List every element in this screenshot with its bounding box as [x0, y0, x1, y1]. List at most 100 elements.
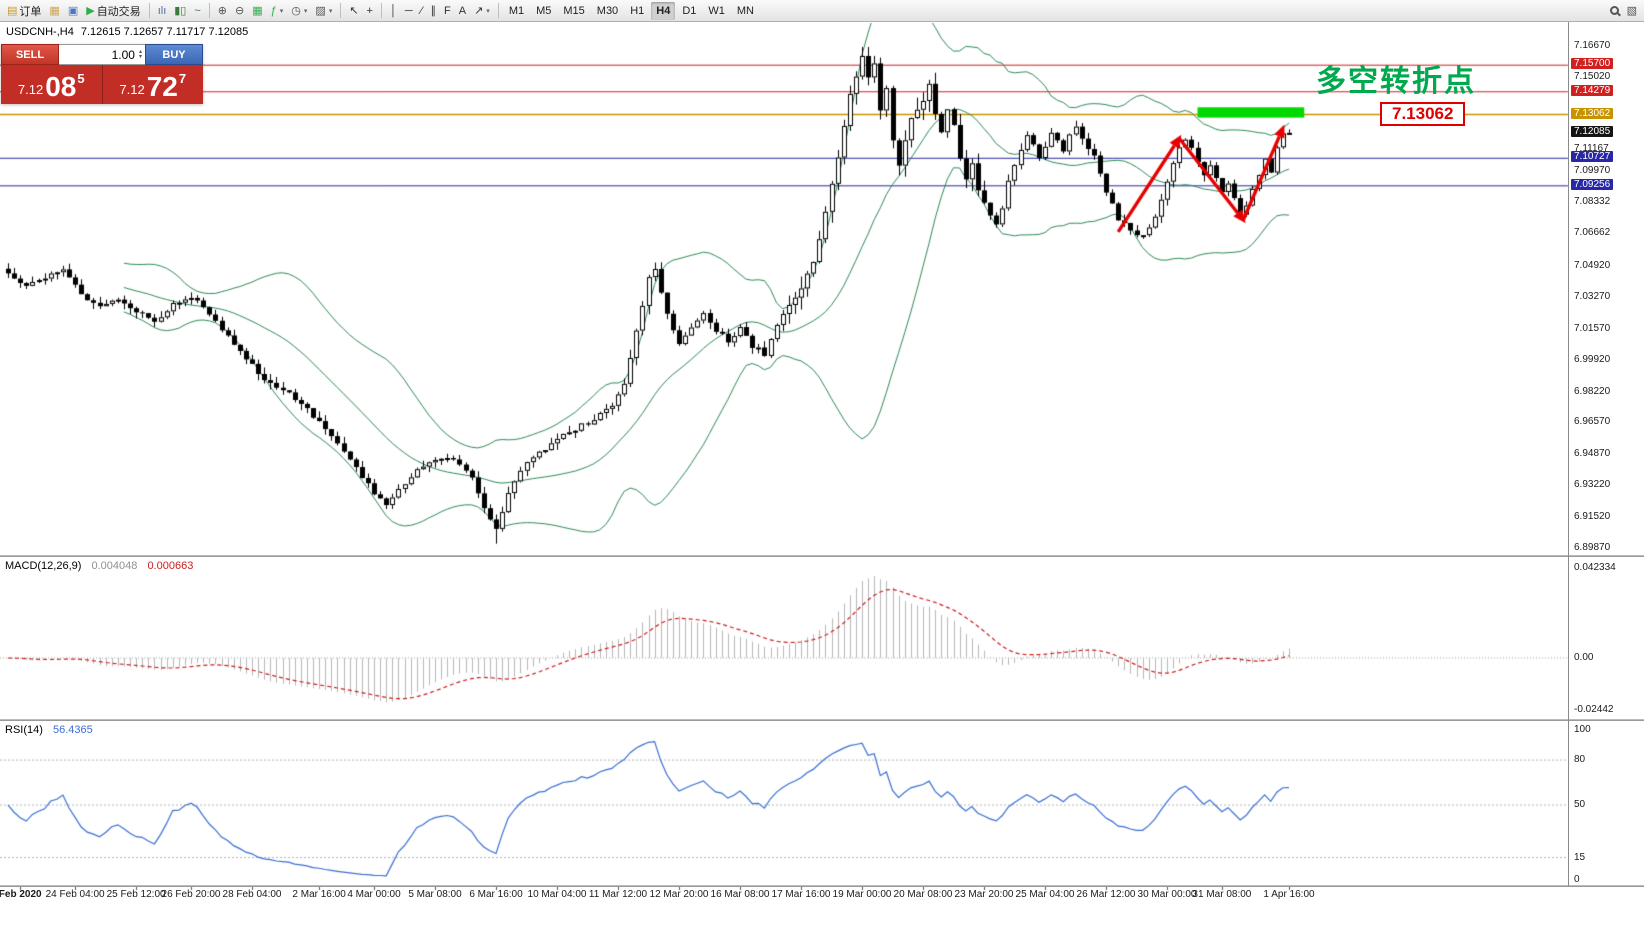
price-line-badge: 7.12085 — [1571, 125, 1614, 137]
time-scale-label: 24 Feb 04:00 — [45, 889, 105, 900]
channel-icon[interactable]: ∥ — [428, 2, 440, 20]
buy-price-display[interactable]: 7.12 72 7 — [101, 65, 203, 104]
autotrading-button[interactable]: ▶ 自动交易 — [83, 2, 143, 20]
cursor-icon-glyph: ↖ — [349, 4, 359, 17]
timeframe-h1-label: H1 — [630, 4, 645, 17]
toolbar-separator — [380, 3, 382, 18]
line-chart-type-icon[interactable]: ~ — [191, 2, 203, 20]
timeframe-w1-label: W1 — [708, 4, 725, 17]
rsi-value: 56.4365 — [52, 724, 93, 736]
sell-button[interactable]: SELL — [1, 44, 59, 65]
dropdown-caret-icon[interactable]: ▾ — [279, 7, 284, 15]
new-order-button[interactable]: ▤ 订单 — [4, 2, 44, 20]
buy-price-big: 72 — [146, 71, 178, 102]
time-axis[interactable]: Feb 2020 24 Feb 04:00 25 Feb 12:00 26 Feb 2… — [0, 887, 1568, 905]
cursor-icon[interactable]: ↖ — [346, 2, 361, 20]
search-icon[interactable] — [1607, 2, 1622, 20]
volume-up-icon[interactable]: ▴ — [138, 48, 142, 55]
buy-button[interactable]: BUY — [145, 44, 203, 65]
price-scale-label: 6.94870 — [1574, 448, 1611, 460]
timeframe-h4[interactable]: H4 — [651, 1, 676, 20]
timeframe-m5[interactable]: M5 — [531, 2, 556, 20]
price-scale-label: 7.01570 — [1574, 322, 1611, 334]
trendline-icon-glyph: ∕ — [420, 4, 423, 17]
dropdown-caret-icon[interactable]: ▾ — [303, 7, 308, 15]
templates-icon[interactable]: ▨ ▾ — [312, 2, 335, 20]
price-scale-label: 7.15020 — [1574, 70, 1611, 82]
vertical-line-icon[interactable]: │ — [387, 2, 400, 20]
horizontal-line-icon[interactable]: ─ — [402, 2, 416, 20]
objects-list-icon[interactable]: ▧ — [1624, 2, 1640, 20]
zoom-in-icon[interactable]: ⊕ — [215, 2, 230, 20]
trendline-icon[interactable]: ∕ — [418, 2, 426, 20]
time-scale-label: 26 Feb 20:00 — [161, 889, 221, 900]
candlestick-type-icon[interactable]: ▮▯ — [171, 2, 189, 20]
volume-input[interactable]: 1.00 ▴ ▾ — [59, 44, 145, 65]
price-scale-label: 6.99920 — [1574, 353, 1611, 365]
time-scale-label: 6 Mar 16:00 — [469, 889, 523, 900]
crosshair-icon[interactable]: + — [364, 2, 376, 20]
rsi-scale-label: 80 — [1574, 754, 1586, 766]
templates-icon-glyph: ▨ — [315, 4, 326, 17]
rsi-scale-label: 100 — [1574, 724, 1591, 736]
periods-icon[interactable]: ◷ ▾ — [288, 2, 310, 20]
price-line-badge: 7.10727 — [1571, 151, 1614, 163]
volume-down-icon[interactable]: ▾ — [138, 53, 142, 60]
bar-chart-type-icon-glyph: ılı — [157, 4, 167, 17]
time-scale-label: 11 Mar 12:00 — [588, 889, 648, 900]
sell-price-display[interactable]: 7.12 08 5 — [1, 65, 102, 104]
time-scale-label: 4 Mar 00:00 — [347, 889, 401, 900]
zoom-out-icon-glyph: ⊖ — [235, 4, 245, 17]
timeframe-d1[interactable]: D1 — [677, 2, 701, 20]
timeframe-h1[interactable]: H1 — [625, 2, 649, 20]
price-scale-label: 7.03270 — [1574, 290, 1611, 302]
text-icon-glyph: A — [458, 4, 467, 17]
timeframe-m30[interactable]: M30 — [592, 2, 623, 20]
timeframe-m1[interactable]: M1 — [504, 2, 529, 20]
zoom-out-icon[interactable]: ⊖ — [232, 2, 247, 20]
toolbar-separator — [497, 3, 499, 18]
profiles-icon[interactable]: ▣ — [65, 2, 81, 20]
macd-scale-label: 0.00 — [1574, 651, 1594, 663]
timeframe-m15[interactable]: M15 — [558, 2, 589, 20]
timeframe-m15-label: M15 — [563, 4, 585, 17]
time-scale-label: 17 Mar 16:00 — [771, 889, 831, 900]
magnifier-shape — [1609, 6, 1619, 15]
indicators-icon[interactable]: ƒ ▾ — [268, 2, 287, 20]
time-scale-label: 25 Feb 12:00 — [106, 889, 166, 900]
rsi-scale-label: 0 — [1574, 874, 1580, 885]
macd-axis: 0.042334 0.00 -0.02442 — [1570, 556, 1644, 720]
dropdown-caret-icon[interactable]: ▾ — [486, 7, 490, 15]
macd-indicator-label: MACD(12,26,9) 0.004048 0.000663 — [5, 560, 193, 572]
rsi-name: RSI(14) — [5, 724, 43, 736]
panel-divider-rsi[interactable] — [0, 719, 1644, 721]
time-scale-label: 5 Mar 08:00 — [408, 889, 462, 900]
time-scale-label: 28 Feb 04:00 — [222, 889, 282, 900]
timeframe-d1-label: D1 — [682, 4, 697, 17]
timeframe-w1[interactable]: W1 — [703, 2, 730, 20]
fibonacci-icon[interactable]: F — [441, 2, 454, 20]
dropdown-caret-icon[interactable]: ▾ — [328, 7, 333, 15]
time-scale-label: 26 Mar 12:00 — [1076, 889, 1136, 900]
price-axis[interactable]: 7.16670 7.15700 7.15020 7.14279 7.13062 7.120… — [1570, 22, 1644, 886]
panel-divider-macd[interactable] — [0, 555, 1644, 557]
grid-icon[interactable]: ▦ — [249, 2, 265, 20]
arrows-icon[interactable]: ↗ ▾ — [471, 2, 493, 20]
buy-price-base: 7.12 — [119, 82, 145, 97]
macd-name: MACD(12,26,9) — [5, 560, 82, 572]
volume-spinner[interactable]: ▴ ▾ — [138, 48, 142, 60]
bar-chart-type-icon[interactable]: ılı — [155, 2, 170, 20]
time-scale-label: Feb 2020 — [0, 889, 42, 900]
chart-window-icon[interactable]: ▦ — [46, 2, 62, 20]
price-scale-label: 6.91520 — [1574, 510, 1611, 522]
vertical-line-icon-glyph: │ — [389, 4, 397, 17]
time-scale-label: 30 Mar 00:00 — [1137, 889, 1197, 900]
price-scale-label: 7.06662 — [1574, 227, 1611, 239]
text-icon[interactable]: A — [456, 2, 469, 20]
timeframe-mn[interactable]: MN — [732, 2, 759, 20]
price-scale-label: 7.04920 — [1574, 260, 1611, 272]
grid-icon-glyph: ▦ — [252, 4, 263, 17]
objects-list-icon-glyph: ▧ — [1626, 4, 1637, 17]
